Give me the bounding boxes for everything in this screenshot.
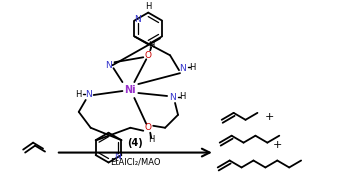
Text: EtAlCl₂/MAO: EtAlCl₂/MAO [110, 157, 161, 166]
Text: H: H [145, 2, 151, 11]
Text: N: N [85, 91, 92, 99]
Text: +: + [273, 140, 282, 150]
Text: N: N [169, 94, 175, 102]
Text: N: N [180, 64, 186, 73]
Text: H: H [148, 41, 155, 50]
Text: N: N [114, 152, 121, 160]
Text: (4): (4) [127, 138, 143, 148]
Text: H: H [148, 135, 155, 144]
Text: O: O [145, 123, 152, 132]
Text: O: O [145, 51, 152, 60]
Text: H: H [179, 92, 185, 101]
Text: N: N [105, 61, 112, 70]
Text: +: + [265, 112, 274, 122]
Text: H: H [189, 63, 195, 72]
Text: Ni: Ni [125, 85, 136, 95]
Text: N: N [134, 15, 141, 24]
Text: H: H [75, 90, 82, 98]
